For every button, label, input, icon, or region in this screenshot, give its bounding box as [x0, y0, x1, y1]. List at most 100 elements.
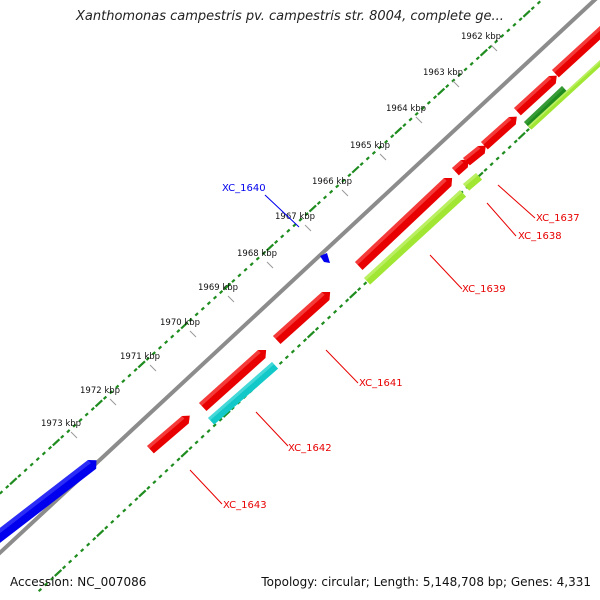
label-leader-lines [189, 184, 536, 505]
gc-dot [176, 457, 181, 462]
feature-cyan[interactable] [208, 362, 279, 425]
gc-content-track-inner [37, 60, 600, 593]
gc-dot [78, 418, 83, 423]
gc-dot [414, 111, 419, 116]
gc-dot [152, 480, 157, 485]
gene-feature-xc-1639[interactable] [355, 177, 453, 271]
gc-dot [54, 569, 63, 577]
gene-label[interactable]: XC_1643 [223, 500, 267, 511]
gc-dot [494, 39, 499, 44]
gc-dot [116, 514, 121, 519]
gene-label[interactable]: XC_1638 [518, 231, 562, 242]
gene-label[interactable]: XC_1640 [222, 183, 266, 194]
gc-dot [359, 161, 364, 167]
gc-dot [157, 345, 163, 350]
gene-feature[interactable] [552, 26, 600, 78]
gene-feature-xc-1642[interactable] [199, 349, 267, 412]
tick-marks: 1962 kbp 1963 kbp 1964 kbp 1965 kbp 1966 kbp… [41, 32, 501, 439]
gc-dot [80, 548, 85, 553]
leader-line [325, 349, 359, 384]
gc-dot [335, 184, 340, 189]
gene-feature-xc-1643[interactable] [147, 415, 190, 454]
gc-dot [9, 477, 18, 486]
gc-dot [137, 360, 146, 369]
gene-feature-xc-1640[interactable] [320, 253, 330, 263]
gc-dot [457, 72, 462, 77]
gc-dot [322, 195, 328, 200]
gc-dot [483, 167, 488, 172]
gc-dot [249, 262, 254, 267]
tick-label: 1967 kbp [275, 212, 315, 232]
svg-text:1963 kbp: 1963 kbp [423, 68, 463, 78]
gc-dot [222, 410, 231, 418]
gc-dot [351, 165, 360, 174]
gene-feature[interactable] [514, 75, 557, 116]
gc-dot [512, 22, 517, 27]
gc-dot [518, 17, 523, 22]
svg-text:1964 kbp: 1964 kbp [386, 104, 426, 114]
gc-dot [72, 423, 77, 428]
gc-dot [507, 145, 512, 150]
gc-dot [316, 200, 321, 205]
gc-dot [339, 304, 344, 309]
gc-dot [146, 485, 151, 490]
tick-label: 1968 kbp [237, 249, 277, 269]
gc-dot [176, 328, 181, 334]
gene-label[interactable]: XC_1642 [288, 443, 332, 454]
gc-dot [17, 473, 22, 478]
gene-feature[interactable] [0, 460, 97, 543]
gc-dot [365, 156, 370, 161]
gc-dot [363, 281, 368, 286]
feature-lime[interactable] [463, 173, 483, 191]
gc-dot [290, 349, 295, 354]
gc-dot [52, 438, 61, 447]
gene-label[interactable]: XC_1637 [536, 213, 580, 224]
gc-dot [145, 356, 150, 361]
feature-lime[interactable] [528, 60, 600, 130]
gene-labels: XC_1637 XC_1638 XC_1639 XC_1640 XC_1641 XC_16… [222, 183, 580, 511]
gc-dot [206, 429, 211, 434]
gc-dot [237, 273, 242, 278]
topology-label: Topology: circular; Length: 5,148,708 bp… [261, 575, 591, 589]
gene-label[interactable]: XC_1639 [462, 284, 506, 295]
gene-feature-xc-1641[interactable] [273, 291, 331, 345]
gc-dot [296, 343, 301, 348]
gc-dot [390, 134, 395, 139]
gc-dot [487, 45, 493, 50]
feature-lime[interactable] [364, 190, 467, 285]
svg-text:1970 kbp: 1970 kbp [160, 318, 200, 328]
gene-feature[interactable] [481, 116, 517, 150]
gc-dot [513, 139, 518, 144]
tick-label: 1973 kbp [41, 419, 81, 439]
gc-dot [180, 449, 189, 458]
gc-dot [261, 251, 266, 256]
gc-dot [506, 28, 511, 33]
gc-dot [329, 189, 334, 194]
gc-dot [86, 542, 91, 547]
gc-dot [280, 234, 285, 239]
tick-label: 1962 kbp [461, 32, 501, 52]
tick-label: 1966 kbp [312, 177, 352, 197]
gc-dot [158, 474, 163, 479]
gc-dot [62, 565, 67, 570]
gc-dot [286, 228, 291, 233]
svg-text:1965 kbp: 1965 kbp [350, 141, 390, 151]
gc-dot [206, 301, 211, 306]
gc-dot [426, 100, 431, 105]
tick-label: 1964 kbp [386, 104, 426, 124]
gene-feature-xc-1637[interactable] [463, 145, 486, 166]
gc-dot [29, 462, 34, 467]
gc-dot [298, 217, 303, 222]
feature-darkgreen[interactable] [524, 86, 569, 129]
gc-dot [469, 61, 474, 66]
leader-line [497, 184, 536, 219]
svg-text:1972 kbp: 1972 kbp [80, 386, 120, 396]
gc-dot [320, 321, 326, 326]
gc-dot [255, 256, 260, 261]
gene-feature-xc-1638[interactable] [452, 159, 469, 176]
gene-label[interactable]: XC_1641 [359, 378, 403, 389]
map-title: Xanthomonas campestris pv. campestris st… [76, 9, 504, 24]
gc-dot [265, 243, 275, 252]
